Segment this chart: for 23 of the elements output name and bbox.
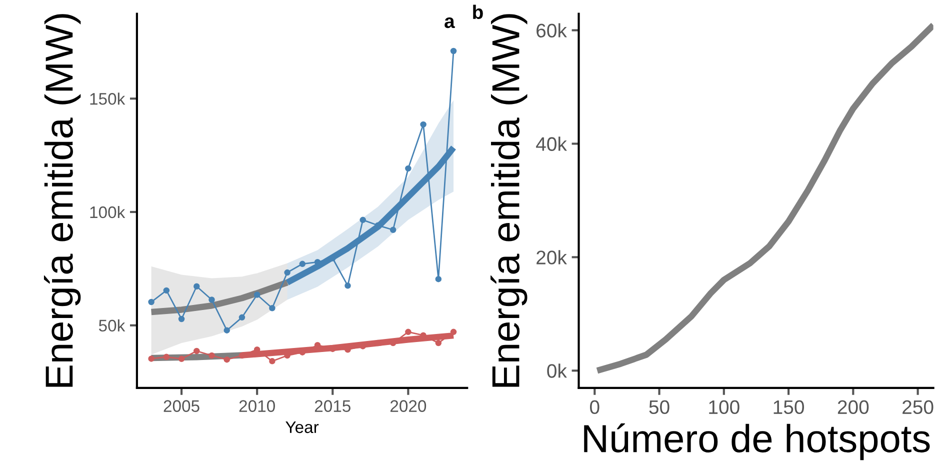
y-axis-title: Energía emitida (MW) — [490, 14, 528, 387]
x-axis-title: Year — [286, 421, 319, 434]
y-axis-title: Energía emitida (MW) — [44, 14, 81, 387]
y-tick-label: 50k — [98, 319, 126, 332]
annotation: a — [444, 17, 455, 28]
x-tick-label: 2015 — [314, 400, 350, 412]
x-tick-label: 200 — [838, 400, 869, 414]
x-tick-label: 250 — [902, 400, 934, 414]
text: b — [473, 4, 483, 20]
y-tick-label: 60k — [536, 23, 567, 38]
y-tick-label: 20k — [536, 250, 567, 264]
x-axis-title: Número de hotspots — [584, 423, 930, 460]
y-tick-label: 100k — [90, 206, 126, 218]
y-tick-label: 0k — [547, 364, 567, 378]
x-tick-label: 100 — [709, 400, 740, 414]
x-tick-label: 150 — [774, 400, 804, 414]
x-tick-label: 50 — [649, 400, 670, 414]
x-tick-label: 0 — [590, 400, 600, 414]
y-tick-label: 40k — [536, 136, 567, 151]
x-tick-label: 2020 — [390, 400, 426, 412]
x-tick-label: 2010 — [239, 400, 275, 412]
y-tick-label: 150k — [90, 92, 126, 105]
x-tick-label: 2005 — [164, 400, 200, 412]
